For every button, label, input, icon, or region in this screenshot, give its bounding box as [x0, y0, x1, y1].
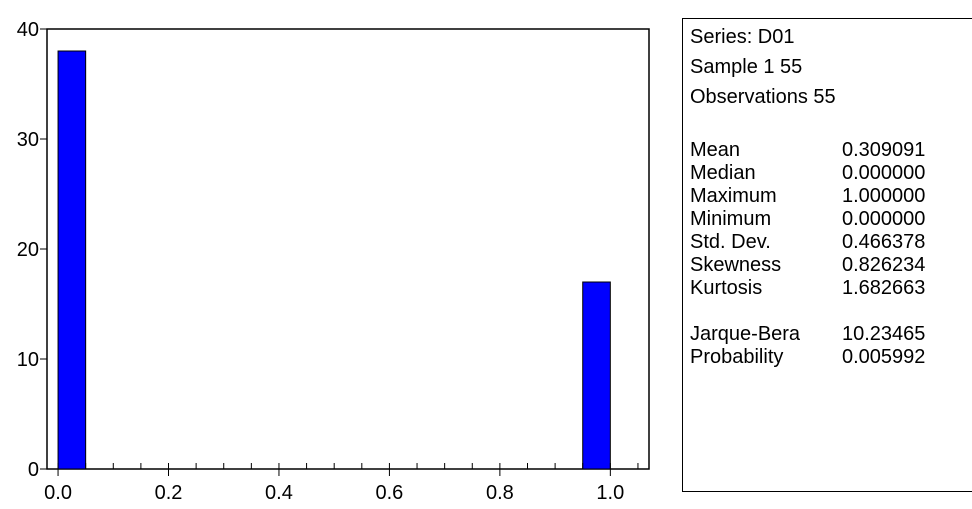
x-tick-label: 1.0 [596, 482, 624, 504]
stat-row-skewness: Skewness 0.826234 [690, 254, 972, 277]
stat-value: 0.000000 [842, 162, 926, 184]
y-tick-label: 30 [17, 129, 39, 151]
stat-label: Std. Dev. [690, 231, 771, 253]
stat-row-median: Median 0.000000 [690, 162, 972, 185]
descriptive-stats-panel: Series: D01 Sample 1 55 Observations 55 … [682, 18, 972, 492]
stat-row-maximum: Maximum 1.000000 [690, 185, 972, 208]
histogram-chart: 0.0 0.2 0.4 0.6 0.8 1.0 0 10 20 30 40 [17, 19, 650, 504]
stat-row-minimum: Minimum 0.000000 [690, 208, 972, 231]
stat-label: Minimum [690, 208, 772, 230]
stat-label: Skewness [690, 254, 782, 276]
y-tick-label: 40 [17, 19, 39, 41]
stat-label: Probability [690, 346, 784, 368]
plot-area-frame [46, 28, 650, 470]
y-tick-label: 0 [28, 459, 39, 481]
stat-row-jarque-bera: Jarque-Bera 10.23465 [690, 323, 972, 346]
histogram-bar-0 [57, 50, 87, 470]
observations-count: Observations 55 [690, 86, 836, 108]
stat-label: Maximum [690, 185, 777, 207]
spacer [690, 116, 972, 139]
x-minor-ticks [57, 463, 639, 469]
stat-label: Median [690, 162, 756, 184]
y-axis: 0 10 20 30 40 [17, 19, 47, 481]
x-tick-label: 0.8 [486, 482, 514, 504]
stat-row-probability: Probability 0.005992 [690, 346, 972, 369]
x-tick-label: 0.6 [376, 482, 404, 504]
stat-value: 0.309091 [842, 139, 926, 161]
stat-value: 1.000000 [842, 185, 926, 207]
stat-value: 0.005992 [842, 346, 926, 368]
x-tick-label: 0.2 [155, 482, 183, 504]
stat-value: 10.23465 [842, 323, 926, 345]
sample-range: Sample 1 55 [690, 56, 803, 78]
x-axis: 0.0 0.2 0.4 0.6 0.8 1.0 [44, 469, 624, 504]
y-tick-label: 20 [17, 239, 39, 261]
histogram-bars [57, 50, 611, 470]
stat-row-kurtosis: Kurtosis 1.682663 [690, 277, 972, 300]
series-name: Series: D01 [690, 26, 795, 48]
spacer [690, 300, 972, 323]
stat-value: 0.826234 [842, 254, 926, 276]
stat-row-std-dev: Std. Dev. 0.466378 [690, 231, 972, 254]
histogram-bar-1 [582, 281, 611, 470]
stat-label: Jarque-Bera [690, 323, 801, 345]
stat-value: 0.466378 [842, 231, 926, 253]
stat-label: Mean [690, 139, 741, 161]
stat-label: Kurtosis [690, 277, 763, 299]
x-tick-label: 0.4 [265, 482, 293, 504]
stat-value: 1.682663 [842, 277, 926, 299]
stat-value: 0.000000 [842, 208, 926, 230]
x-tick-label: 0.0 [44, 482, 72, 504]
stat-row-mean: Mean 0.309091 [690, 139, 972, 162]
y-tick-label: 10 [17, 349, 39, 371]
